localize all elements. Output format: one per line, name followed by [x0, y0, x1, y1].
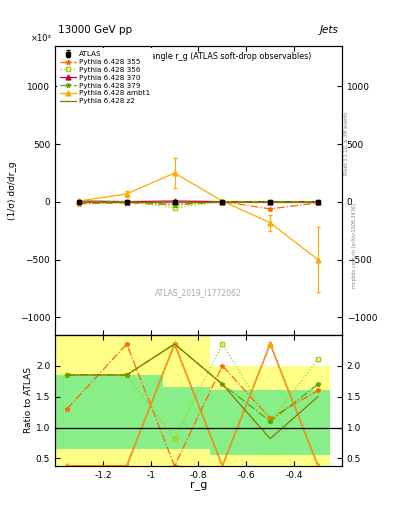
Pythia 6.428 370: [220, 199, 225, 205]
Line: Pythia 6.428 355: Pythia 6.428 355: [77, 199, 320, 211]
Text: ×10³: ×10³: [31, 34, 52, 43]
Pythia 6.428 z2: [125, 199, 129, 205]
Line: Pythia 6.428 ambt1: Pythia 6.428 ambt1: [77, 170, 320, 262]
Pythia 6.428 355: [268, 206, 273, 212]
Pythia 6.428 379: [316, 199, 320, 205]
Legend: ATLAS, Pythia 6.428 355, Pythia 6.428 356, Pythia 6.428 370, Pythia 6.428 379, P: ATLAS, Pythia 6.428 355, Pythia 6.428 35…: [57, 48, 153, 107]
Pythia 6.428 379: [268, 199, 273, 205]
Y-axis label: (1/σ) dσ/dr_g: (1/σ) dσ/dr_g: [8, 161, 17, 220]
Pythia 6.428 356: [220, 199, 225, 205]
Pythia 6.428 ambt1: [268, 220, 273, 226]
Pythia 6.428 379: [172, 202, 177, 208]
Pythia 6.428 356: [77, 199, 81, 205]
Pythia 6.428 ambt1: [316, 257, 320, 263]
Pythia 6.428 370: [125, 199, 129, 205]
Pythia 6.428 356: [316, 199, 320, 205]
Pythia 6.428 370: [77, 198, 81, 204]
Pythia 6.428 370: [316, 199, 320, 205]
Pythia 6.428 z2: [77, 199, 81, 205]
Pythia 6.428 355: [316, 200, 320, 206]
Text: Jets: Jets: [320, 25, 339, 34]
Text: 13000 GeV pp: 13000 GeV pp: [58, 25, 132, 34]
Pythia 6.428 z2: [268, 199, 273, 205]
Line: Pythia 6.428 379: Pythia 6.428 379: [77, 199, 320, 207]
Pythia 6.428 370: [172, 198, 177, 204]
Pythia 6.428 356: [125, 199, 129, 205]
Text: ATLAS_2019_I1772062: ATLAS_2019_I1772062: [155, 288, 242, 297]
Text: Rivet 3.1.10, ≥ 3M events: Rivet 3.1.10, ≥ 3M events: [344, 112, 349, 175]
Y-axis label: Ratio to ATLAS: Ratio to ATLAS: [24, 367, 33, 433]
Pythia 6.428 ambt1: [125, 191, 129, 197]
Text: mcplots.cern.ch [arXiv:1306.3436]: mcplots.cern.ch [arXiv:1306.3436]: [352, 203, 357, 288]
X-axis label: r_g: r_g: [190, 481, 207, 491]
Pythia 6.428 ambt1: [220, 198, 225, 204]
Pythia 6.428 z2: [172, 199, 177, 205]
Pythia 6.428 356: [268, 199, 273, 205]
Text: Opening angle r_g (ATLAS soft-drop observables): Opening angle r_g (ATLAS soft-drop obser…: [114, 52, 312, 61]
Pythia 6.428 ambt1: [77, 198, 81, 204]
Pythia 6.428 355: [220, 199, 225, 205]
Pythia 6.428 370: [268, 199, 273, 205]
Line: Pythia 6.428 370: Pythia 6.428 370: [77, 199, 320, 204]
Line: Pythia 6.428 356: Pythia 6.428 356: [77, 199, 320, 210]
Pythia 6.428 z2: [220, 199, 225, 205]
Pythia 6.428 ambt1: [172, 170, 177, 176]
Pythia 6.428 355: [77, 201, 81, 207]
Pythia 6.428 379: [77, 199, 81, 205]
Pythia 6.428 z2: [316, 199, 320, 205]
Pythia 6.428 379: [220, 199, 225, 205]
Pythia 6.428 379: [125, 199, 129, 205]
Pythia 6.428 355: [125, 200, 129, 206]
Pythia 6.428 356: [172, 205, 177, 211]
Pythia 6.428 355: [172, 202, 177, 208]
